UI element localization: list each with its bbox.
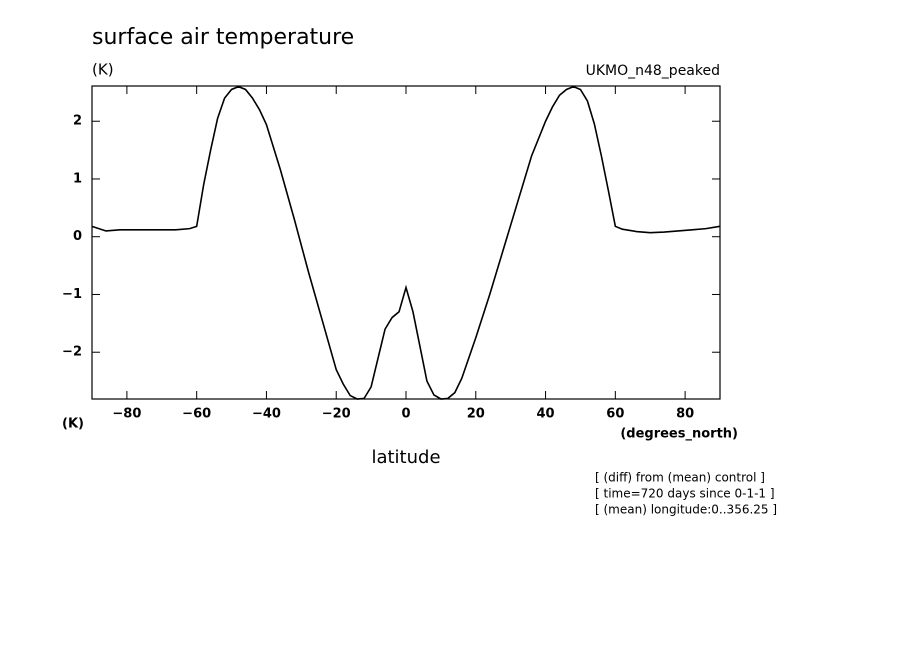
x-tick-label: −20: [322, 407, 351, 422]
y-tick-label: −2: [62, 345, 82, 360]
x-tick-label: 0: [401, 407, 410, 422]
x-axis-label: latitude: [371, 447, 440, 468]
y-tick-label: −1: [62, 287, 82, 302]
x-tick-label: 40: [537, 407, 555, 422]
annotation: [ (mean) longitude:0..356.25 ]: [595, 503, 777, 517]
x-tick-label: 60: [606, 407, 624, 422]
y-unit: (K): [62, 417, 84, 432]
x-tick-label: −80: [112, 407, 141, 422]
annotation: [ (diff) from (mean) control ]: [595, 471, 765, 485]
subtitle: UKMO_n48_peaked: [586, 63, 720, 79]
annotation: [ time=720 days since 0-1-1 ]: [595, 487, 775, 501]
x-tick-label: 20: [467, 407, 485, 422]
x-tick-label: 80: [676, 407, 694, 422]
y-tick-label: 2: [73, 114, 82, 129]
chart-title: surface air temperature: [92, 25, 354, 50]
y-tick-label: 0: [73, 229, 82, 244]
y-tick-label: 1: [73, 171, 82, 186]
x-unit: (degrees_north): [620, 427, 738, 442]
y-unit: (K): [92, 61, 114, 79]
line: [91, 85, 721, 400]
x-tick-label: −40: [252, 407, 281, 422]
x-tick-label: −60: [182, 407, 211, 422]
